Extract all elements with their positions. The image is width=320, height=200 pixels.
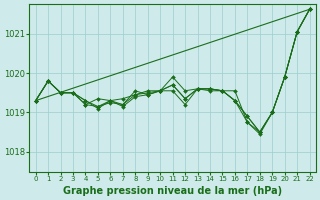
X-axis label: Graphe pression niveau de la mer (hPa): Graphe pression niveau de la mer (hPa) xyxy=(63,186,282,196)
